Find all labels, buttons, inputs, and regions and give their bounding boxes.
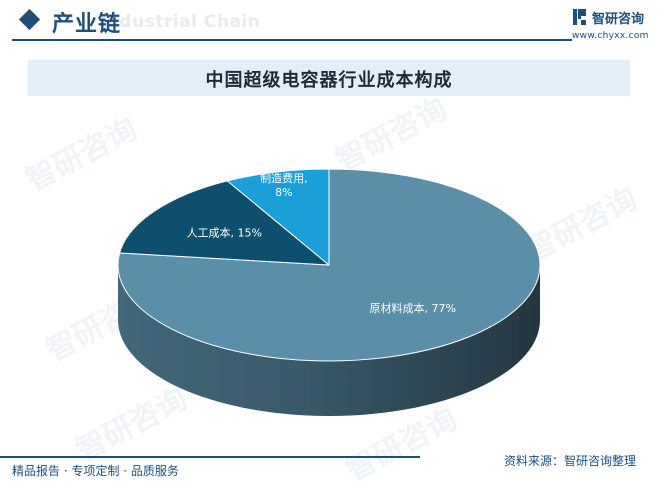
footer-tagline: 精品报告 · 专项定制 · 品质服务 bbox=[12, 464, 179, 478]
pie-slice-label: 原材料成本, 77% bbox=[369, 301, 455, 315]
header-divider bbox=[12, 39, 572, 41]
brand-url: www.chyxx.com bbox=[572, 31, 649, 41]
source-note: 资料来源：智研咨询整理 bbox=[504, 454, 637, 468]
chart-title-band: 中国超级电容器行业成本构成 bbox=[28, 60, 630, 96]
page-header: Industrial Chain 产业链 智研咨询 www.chyxx.com bbox=[0, 0, 660, 44]
pie-slice bbox=[117, 168, 541, 362]
brand-logo: 智研咨询 www.chyxx.com bbox=[572, 6, 658, 42]
pie-slice-label: 人工成本, 15% bbox=[187, 226, 262, 240]
brand-name: 智研咨询 bbox=[592, 12, 645, 27]
pie-slice bbox=[119, 180, 330, 266]
page-title: 产业链 bbox=[52, 12, 122, 37]
pie-slice-label: 制造费用, 8% bbox=[260, 171, 308, 199]
pie-slice bbox=[226, 168, 330, 266]
header-subtitle: Industrial Chain bbox=[100, 12, 261, 32]
pie-slice-side bbox=[118, 265, 540, 416]
footer-divider bbox=[0, 456, 420, 458]
chart-title: 中国超级电容器行业成本构成 bbox=[205, 70, 453, 91]
brand-logo-icon bbox=[573, 9, 586, 25]
